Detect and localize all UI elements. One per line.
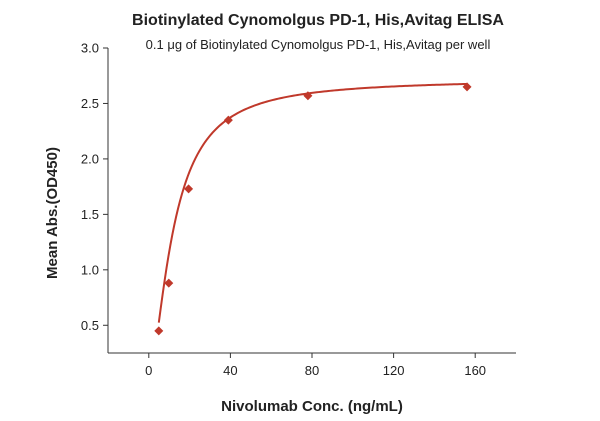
y-tick-label: 0.5: [81, 318, 99, 333]
data-point: [184, 184, 194, 194]
x-tick-label: 80: [305, 363, 319, 378]
chart-subtitle: 0.1 μg of Biotinylated Cynomolgus PD-1, …: [146, 37, 491, 52]
y-tick-label: 2.5: [81, 96, 99, 111]
fit-curve: [157, 82, 468, 323]
y-axis-label: Mean Abs.(OD450): [44, 147, 61, 279]
x-tick-label: 120: [383, 363, 405, 378]
y-tick-label: 2.0: [81, 151, 99, 166]
fit-curve-layer: [157, 82, 468, 323]
x-tick-label: 0: [145, 363, 152, 378]
y-tick-label: 1.0: [81, 262, 99, 277]
x-axis-label: Nivolumab Conc. (ng/mL): [221, 398, 403, 415]
data-point: [223, 115, 233, 125]
data-points-layer: [154, 82, 472, 336]
y-tick-label: 1.5: [81, 207, 99, 222]
y-tick-label: 3.0: [81, 41, 99, 56]
data-point: [303, 91, 313, 101]
x-tick-label: 160: [464, 363, 486, 378]
data-point: [462, 82, 472, 92]
data-point: [154, 326, 164, 336]
data-point: [164, 278, 174, 288]
x-tick-label: 40: [223, 363, 237, 378]
ticks: 0 40 80 120 160 0.5 1.0 1.5 2.0 2.5 3.0: [81, 41, 486, 379]
chart-title: Biotinylated Cynomolgus PD-1, His,Avitag…: [132, 12, 504, 29]
